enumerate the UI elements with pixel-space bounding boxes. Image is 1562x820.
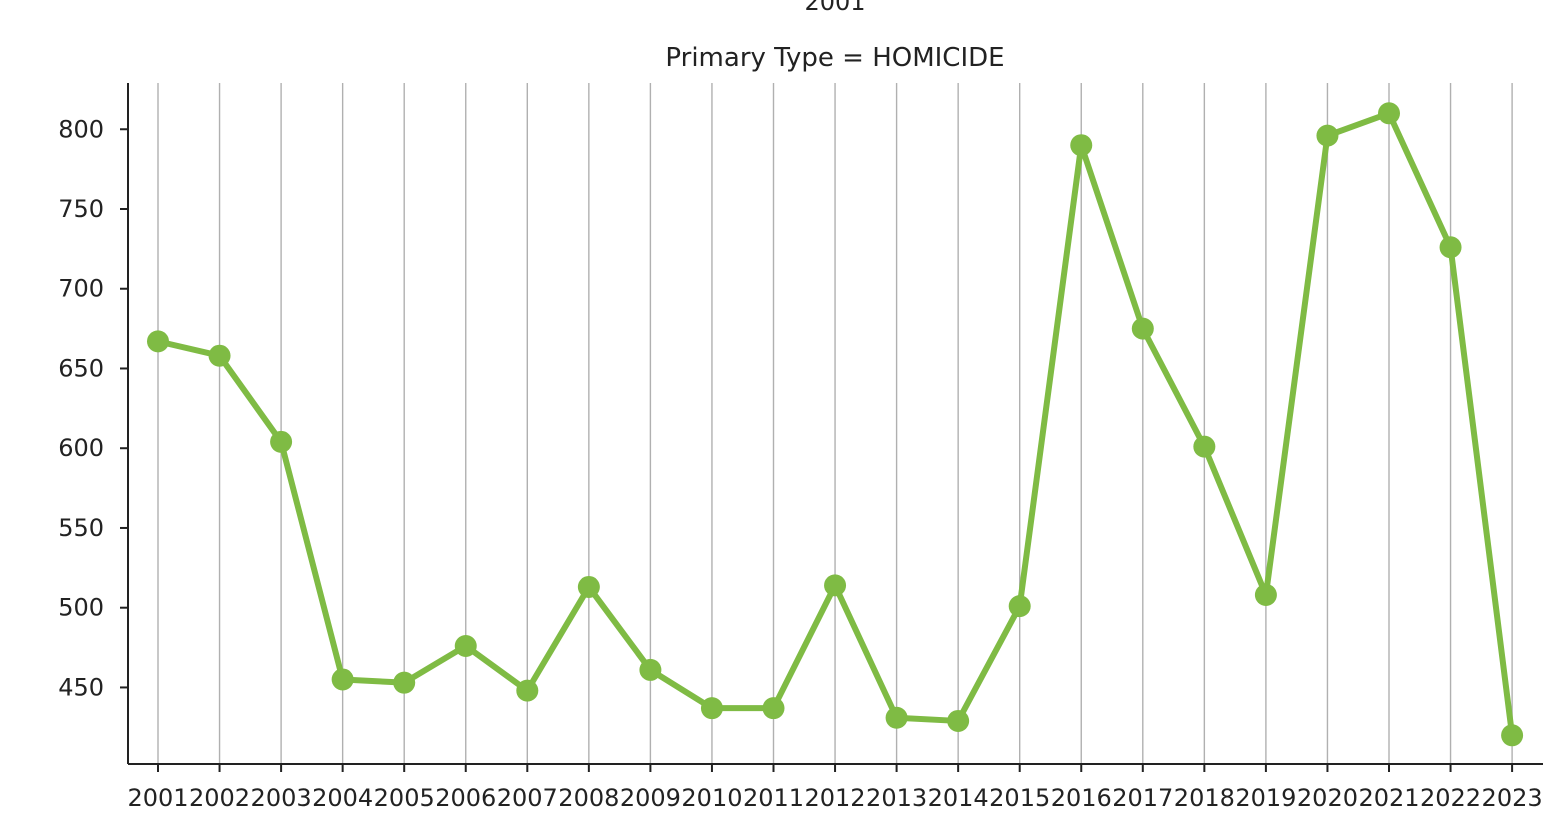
data-point [885, 706, 908, 729]
data-point [1378, 102, 1400, 125]
chart-title: Primary Type = HOMICIDE [665, 43, 1004, 73]
x-tick-label: 2020 [1297, 784, 1358, 812]
data-point [1193, 435, 1216, 458]
y-tick-label: 500 [58, 594, 104, 622]
x-tick-label: 2014 [928, 784, 989, 812]
x-tick-label: 2002 [189, 784, 250, 812]
overflow-title: 2001 [804, 0, 865, 16]
data-point [1439, 236, 1462, 259]
y-tick-label: 650 [58, 354, 104, 382]
x-tick-label: 2019 [1235, 784, 1296, 812]
data-point [331, 668, 354, 691]
data-point [270, 430, 293, 453]
x-ticks: 2001 2002 2003 2004 2005 2006 2007 2008 2009 2010… [127, 764, 1543, 812]
x-tick-label: 2018 [1174, 784, 1235, 812]
x-tick-label: 2003 [251, 784, 312, 812]
x-tick-label: 2015 [989, 784, 1050, 812]
x-tick-label: 2013 [866, 784, 927, 812]
x-tick-label: 2009 [620, 784, 681, 812]
data-point [1316, 124, 1339, 147]
data-point [577, 575, 600, 598]
x-tick-label: 2010 [681, 784, 742, 812]
x-tick-label: 2016 [1051, 784, 1112, 812]
y-tick-label: 600 [58, 434, 104, 462]
y-tick-label: 550 [58, 514, 104, 542]
y-tick-label: 700 [58, 275, 104, 303]
grid-lines [157, 83, 1513, 764]
x-tick-label: 2007 [497, 784, 558, 812]
data-point [147, 330, 169, 353]
data-point [1008, 595, 1031, 618]
x-tick-label: 2023 [1482, 784, 1543, 812]
x-tick-label: 2005 [374, 784, 435, 812]
x-tick-label: 2012 [805, 784, 866, 812]
y-tick-label: 750 [58, 195, 104, 223]
x-tick-label: 2011 [743, 784, 804, 812]
y-tick-label: 450 [58, 673, 104, 701]
data-point [1070, 134, 1093, 157]
data-point [947, 709, 970, 732]
data-point [516, 679, 539, 702]
data-point [824, 574, 847, 597]
data-point [1131, 317, 1154, 340]
y-ticks: 450 500 550 600 650 700 750 800 [58, 115, 128, 701]
x-tick-label: 2001 [127, 784, 188, 812]
x-tick-label: 2021 [1358, 784, 1419, 812]
x-tick-label: 2006 [435, 784, 496, 812]
data-point [1254, 583, 1277, 606]
data-point [1501, 724, 1524, 747]
data-point [762, 697, 785, 720]
data-point [208, 344, 231, 367]
series-homicide [147, 102, 1524, 747]
data-point [393, 671, 416, 694]
x-tick-label: 2022 [1420, 784, 1481, 812]
data-point [700, 697, 723, 720]
x-tick-label: 2017 [1112, 784, 1173, 812]
data-point [639, 658, 662, 681]
x-tick-label: 2004 [312, 784, 373, 812]
data-point [454, 634, 477, 657]
y-tick-label: 800 [58, 115, 104, 143]
x-tick-label: 2008 [558, 784, 619, 812]
